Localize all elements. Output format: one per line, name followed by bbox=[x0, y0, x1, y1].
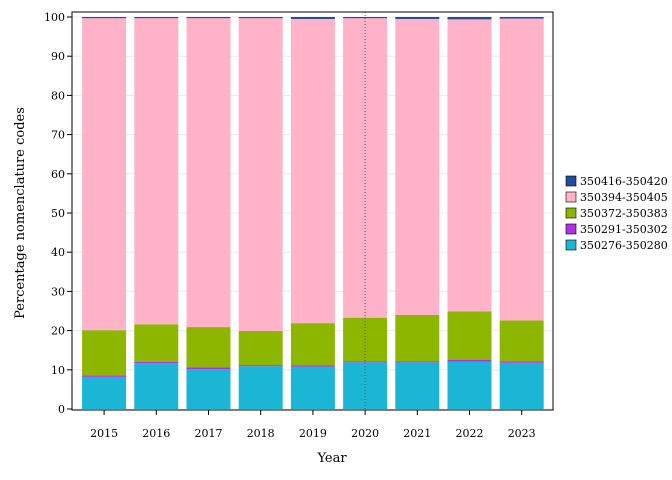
y-tick-label: 30 bbox=[51, 285, 65, 298]
x-axis-title: Year bbox=[316, 451, 347, 466]
legend-label: 350276-350280 bbox=[580, 239, 668, 252]
x-tick-label: 2019 bbox=[299, 427, 327, 440]
bar-segment bbox=[186, 327, 231, 368]
legend-swatch bbox=[565, 223, 577, 235]
y-tick-label: 10 bbox=[51, 364, 65, 377]
bar-segment bbox=[238, 18, 283, 331]
bar-segment bbox=[82, 330, 127, 376]
bar-segment bbox=[395, 362, 440, 409]
legend-swatch bbox=[565, 175, 577, 187]
bar-segment bbox=[395, 361, 440, 363]
x-tick-label: 2015 bbox=[90, 427, 118, 440]
bar-segment bbox=[290, 18, 335, 324]
bar-segment bbox=[82, 17, 127, 19]
legend-swatch bbox=[565, 239, 577, 251]
y-tick-label: 80 bbox=[51, 89, 65, 102]
bar-segment bbox=[186, 18, 231, 328]
bar-segment bbox=[134, 363, 179, 409]
bar-segment bbox=[499, 362, 544, 409]
x-tick-label: 2023 bbox=[508, 427, 536, 440]
bar-segment bbox=[134, 17, 179, 19]
bar-segment bbox=[447, 311, 492, 360]
bar-segment bbox=[343, 361, 388, 363]
x-axis: 2015 2016 2017 2018 2019 2020 2021 2022 2023 bbox=[90, 410, 536, 440]
y-tick-label: 20 bbox=[51, 325, 65, 338]
bar-segment bbox=[238, 330, 283, 366]
bar-segment bbox=[447, 360, 492, 362]
bar-segment bbox=[290, 365, 335, 367]
legend-swatch bbox=[565, 207, 577, 219]
bar-segment bbox=[238, 365, 283, 367]
bar-segment bbox=[447, 361, 492, 409]
x-tick-label: 2016 bbox=[142, 427, 170, 440]
y-tick-label: 90 bbox=[51, 50, 65, 63]
bar-segment bbox=[447, 17, 492, 20]
bar-segment bbox=[499, 320, 544, 362]
x-tick-label: 2021 bbox=[403, 427, 431, 440]
bar-segment bbox=[395, 314, 440, 362]
bar-segment bbox=[82, 375, 127, 377]
x-tick-label: 2020 bbox=[351, 427, 379, 440]
bar-segment bbox=[186, 369, 231, 409]
bar-segment bbox=[134, 18, 179, 325]
bar-segment bbox=[238, 17, 283, 19]
bar-segment bbox=[290, 366, 335, 409]
y-tick-label: 70 bbox=[51, 129, 65, 142]
legend-swatch bbox=[565, 191, 577, 203]
bar-segment bbox=[134, 361, 179, 364]
legend: 350416-350420 350394-350405 350372-350383 3… bbox=[565, 175, 668, 252]
bar-segment bbox=[82, 18, 127, 331]
y-tick-label: 100 bbox=[44, 11, 65, 24]
bar-segment bbox=[186, 367, 231, 370]
bars bbox=[82, 17, 544, 409]
y-axis-title: Percentage nomenclature codes bbox=[13, 107, 28, 319]
bar-segment bbox=[499, 361, 544, 363]
y-tick-label: 0 bbox=[58, 403, 65, 416]
legend-label: 350416-350420 bbox=[580, 175, 668, 188]
bar-segment bbox=[343, 362, 388, 409]
legend-label: 350372-350383 bbox=[580, 207, 668, 220]
bar-segment bbox=[238, 366, 283, 409]
bar-segment bbox=[343, 17, 388, 19]
y-tick-label: 40 bbox=[51, 246, 65, 259]
y-tick-label: 50 bbox=[51, 207, 65, 220]
bar-segment bbox=[499, 18, 544, 321]
legend-label: 350291-350302 bbox=[580, 223, 668, 236]
bar-segment bbox=[395, 17, 440, 19]
bar-segment bbox=[186, 17, 231, 19]
bar-segment bbox=[447, 19, 492, 312]
bar-segment bbox=[290, 323, 335, 366]
bar-segment bbox=[134, 324, 179, 362]
y-tick-label: 60 bbox=[51, 168, 65, 181]
bar-segment bbox=[499, 17, 544, 19]
bar-segment bbox=[82, 376, 127, 409]
legend-label: 350394-350405 bbox=[580, 191, 668, 204]
bar-segment bbox=[395, 18, 440, 315]
x-tick-label: 2018 bbox=[247, 427, 275, 440]
bar-segment bbox=[290, 17, 335, 19]
x-tick-label: 2022 bbox=[456, 427, 484, 440]
y-axis: 0 10 20 30 40 50 60 70 80 90 100 bbox=[44, 11, 72, 416]
x-tick-label: 2017 bbox=[195, 427, 223, 440]
